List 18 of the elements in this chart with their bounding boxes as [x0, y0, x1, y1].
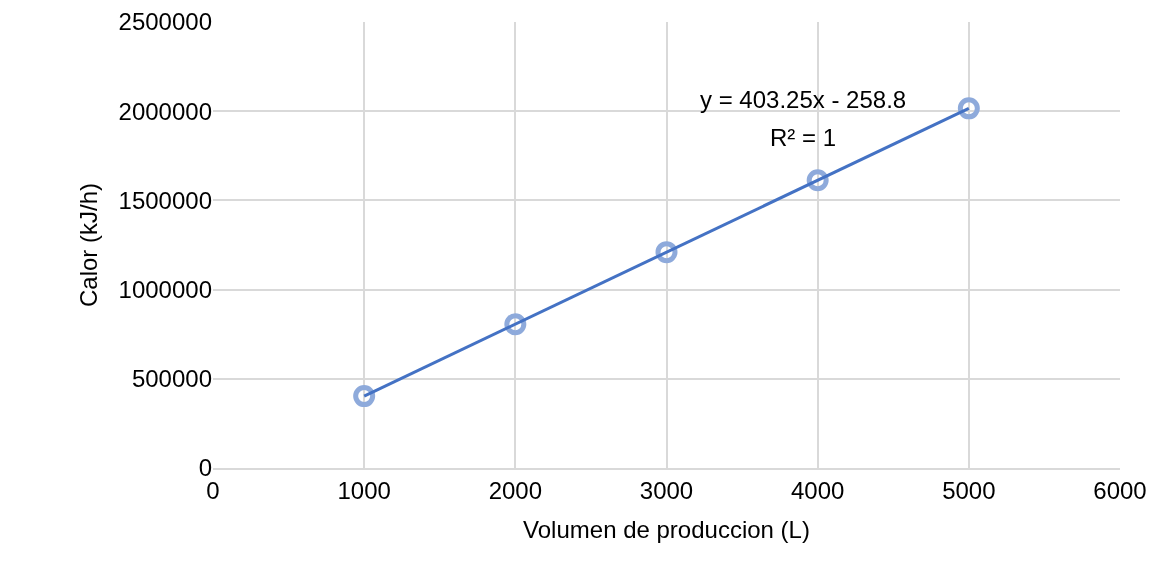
- x-tick-label: 3000: [639, 476, 694, 504]
- point: [353, 385, 376, 408]
- x-tick-label: 5000: [942, 476, 996, 504]
- y-axis-title: Calor (kJ/h): [74, 182, 102, 308]
- y-tick-label: 0: [198, 454, 212, 482]
- x-tick-label: 2000: [488, 476, 543, 504]
- annotation: R² = 1: [770, 124, 837, 151]
- x-tick-label: 1000: [337, 476, 391, 504]
- x-tick-label: 6000: [1093, 476, 1147, 504]
- x-axis-title: Volumen de produccion (L): [523, 515, 810, 543]
- y-tick-label: 2500000: [118, 8, 212, 36]
- y-tick-label: 500000: [131, 365, 212, 393]
- point: [957, 97, 980, 120]
- y-tick-label: 1500000: [118, 186, 212, 214]
- y-tick-label: 1000000: [118, 276, 212, 303]
- x-tick-label: 4000: [790, 476, 845, 504]
- annotation: y = 403.25x - 258.8: [700, 86, 907, 113]
- y-tick-label: 2000000: [118, 97, 212, 125]
